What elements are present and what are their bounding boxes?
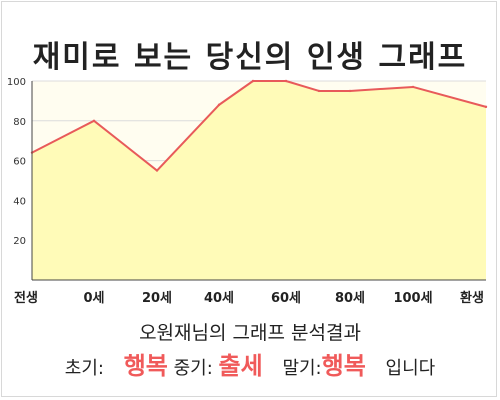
y-tick-label-100: 100 [7, 77, 26, 88]
x-tick-label-6: 100세 [393, 291, 432, 306]
x-tick-label-7: 환생 [460, 290, 484, 306]
data-point-7 [348, 89, 352, 93]
x-tick-label-1: 0세 [83, 291, 104, 306]
data-point-4 [251, 79, 255, 83]
page-title: 재미로 보는 당신의 인생 그래프 [32, 40, 468, 75]
data-point-3 [217, 103, 221, 107]
late-label: 말기: [282, 358, 322, 379]
early-label: 초기: [64, 358, 104, 379]
result-heading: 오원재님의 그래프 분석결과 [139, 322, 361, 344]
area-fill [32, 81, 486, 280]
series-line [31, 80, 487, 172]
data-point-6 [317, 89, 321, 93]
data-point-8 [411, 85, 415, 89]
middle-label: 중기: [173, 358, 213, 379]
y-tick-label-80: 80 [13, 117, 26, 128]
early-value: 행복 [123, 352, 168, 380]
y-tick-label-40: 40 [13, 196, 26, 207]
result-ending: 입니다 [385, 358, 436, 379]
data-point-2 [155, 169, 159, 172]
data-point-1 [92, 119, 96, 123]
result-summary: 초기: 행복 중기: 출세 말기:행복 입니다 [0, 346, 500, 381]
x-tick-label-0: 전생 [14, 290, 38, 306]
data-point-9 [484, 105, 488, 109]
middle-value: 출세 [218, 352, 263, 380]
y-tick-label-20: 20 [13, 236, 26, 247]
late-value: 행복 [321, 352, 366, 380]
x-tick-label-2: 20세 [142, 291, 172, 306]
data-point-5 [284, 79, 288, 83]
y-tick-label-60: 60 [13, 157, 26, 168]
x-tick-label-5: 80세 [335, 291, 365, 306]
x-tick-label-4: 60세 [271, 291, 301, 306]
x-tick-label-3: 40세 [204, 291, 234, 306]
